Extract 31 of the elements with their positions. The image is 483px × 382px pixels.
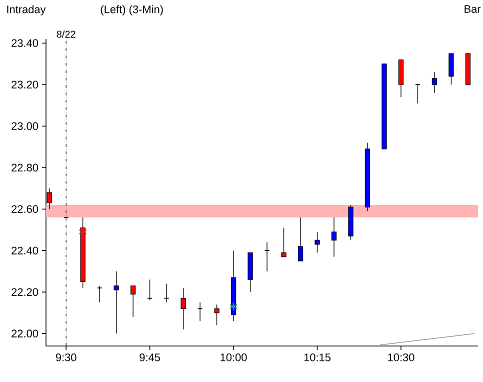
- candlestick: [197, 302, 203, 322]
- candlestick: [298, 217, 304, 262]
- x-tick-label: 10:00: [220, 354, 247, 362]
- candlestick: [96, 285, 102, 303]
- y-tick-label: 22.80: [12, 164, 38, 172]
- candlestick: [264, 242, 270, 272]
- x-tick-label: 10:15: [304, 354, 330, 362]
- y-tick-label: 22.40: [12, 246, 38, 254]
- text: Bar: [464, 5, 481, 13]
- candlestick: [432, 72, 438, 94]
- x-tick-label: 9:45: [140, 354, 160, 362]
- y-tick-label: 23.00: [12, 122, 38, 130]
- candlestick: [281, 227, 286, 258]
- y-tick-label: 22.00: [12, 330, 38, 338]
- y-tick-label: 23.40: [12, 39, 38, 48]
- candlestick: [415, 84, 420, 104]
- y-tick-label: 23.20: [12, 80, 38, 89]
- x-tick-label: 9:30: [56, 354, 76, 362]
- candlestick: [214, 304, 220, 326]
- chart-title: Intraday: [7, 5, 46, 16]
- candlestick: [130, 285, 136, 318]
- candlestick: [448, 53, 454, 85]
- chart-subtitle: (Left) (3-Min): [100, 5, 163, 16]
- candlestick: [331, 217, 337, 258]
- y-tick-label: 22.60: [12, 205, 38, 213]
- x-tick-label: 10:30: [388, 354, 414, 362]
- annotation: 8/22: [56, 30, 76, 38]
- candlestick: [114, 270, 119, 334]
- candlestick: [314, 232, 320, 253]
- y-tick-label: 22.20: [12, 288, 38, 296]
- candlestick: [180, 288, 186, 330]
